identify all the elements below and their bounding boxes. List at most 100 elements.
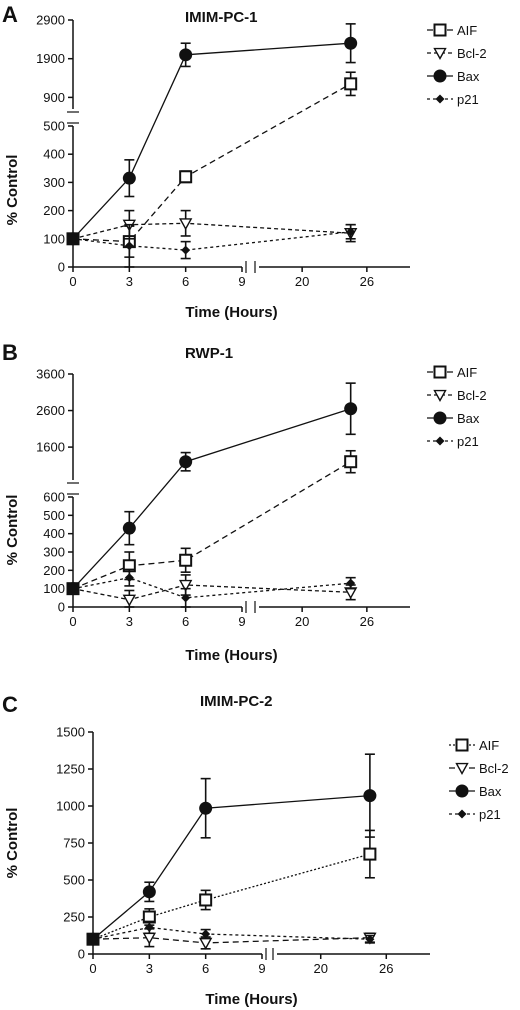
legend-marker <box>433 365 447 379</box>
y-tick-label: 200 <box>43 563 65 578</box>
legend-label: AIF <box>479 738 499 753</box>
x-tick-label: 20 <box>295 274 309 289</box>
y-tick-label: 300 <box>43 175 65 190</box>
legend-label: Bax <box>457 411 480 426</box>
x-tick-label: 20 <box>295 614 309 629</box>
y-tick-label: 2600 <box>36 403 65 418</box>
legend-label: p21 <box>457 92 479 107</box>
data-point <box>88 934 98 944</box>
y-tick-label: 500 <box>63 873 85 888</box>
series-p21 <box>68 568 356 608</box>
y-tick-label: 100 <box>43 581 65 596</box>
series-line <box>92 937 370 944</box>
legend-marker <box>435 94 445 104</box>
legend-entry: p21 <box>427 434 479 449</box>
y-tick-label: 1900 <box>36 51 65 66</box>
legend-marker <box>433 47 447 60</box>
y-tick-label: 1600 <box>36 440 65 455</box>
series-p21 <box>68 223 356 268</box>
chart-panel-b: B RWP-1 0 3 6 9 20 26 Time (Hours) 0 100 200 300 400 5… <box>2 340 487 664</box>
data-point <box>142 885 156 899</box>
x-tick-label: 3 <box>146 961 153 976</box>
series-aif <box>66 449 358 596</box>
x-axis-title: Time (Hours) <box>185 647 277 664</box>
data-point <box>179 553 193 567</box>
y-tick-label: 600 <box>43 490 65 505</box>
y-tick-label: 400 <box>43 147 65 162</box>
data-point <box>198 937 213 950</box>
x-tick-label: 9 <box>238 614 245 629</box>
legend-label: AIF <box>457 23 477 38</box>
data-point <box>68 584 78 594</box>
data-point <box>179 170 193 184</box>
panel-letter: A <box>2 2 18 27</box>
y-tick-label: 1250 <box>56 762 85 777</box>
legend-label: p21 <box>479 807 501 822</box>
data-point <box>178 218 193 231</box>
legend-marker <box>457 809 467 819</box>
series-bcl-2 <box>66 209 358 246</box>
data-point <box>124 573 134 583</box>
y-tick-label: 100 <box>43 231 65 246</box>
series-line <box>92 853 371 940</box>
y-tick-label: 3600 <box>36 367 65 382</box>
x-tick-label: 3 <box>126 274 133 289</box>
y-tick-label: 2900 <box>36 13 65 28</box>
data-point <box>346 578 356 588</box>
legend-label: Bcl-2 <box>479 761 509 776</box>
data-point <box>365 934 375 944</box>
series-p21 <box>88 920 375 944</box>
series-line <box>92 926 370 940</box>
data-point <box>122 594 137 607</box>
chart-title: IMIM-PC-2 <box>200 693 273 710</box>
x-tick-label: 26 <box>360 614 374 629</box>
legend-label: Bcl-2 <box>457 388 487 403</box>
series-line <box>92 794 370 940</box>
legend-marker <box>455 738 469 752</box>
x-axis-title: Time (Hours) <box>205 991 297 1008</box>
x-tick-label: 0 <box>89 961 96 976</box>
data-point <box>344 402 358 416</box>
y-tick-label: 1500 <box>56 725 85 740</box>
chart-title: RWP-1 <box>185 345 233 362</box>
legend-marker <box>433 23 447 37</box>
x-tick-label: 9 <box>258 961 265 976</box>
data-point <box>181 593 191 603</box>
legend-entry: Bcl-2 <box>449 761 509 776</box>
data-point <box>179 48 193 62</box>
data-point <box>178 579 193 592</box>
x-tick-label: 20 <box>313 961 327 976</box>
y-tick-label: 250 <box>63 910 85 925</box>
legend-entry: p21 <box>449 807 501 822</box>
legend-entry: AIF <box>427 23 477 38</box>
legend-entry: p21 <box>427 92 479 107</box>
x-tick-label: 9 <box>238 274 245 289</box>
y-tick-label: 500 <box>43 119 65 134</box>
y-tick-label: 0 <box>58 260 65 275</box>
data-point <box>68 234 78 244</box>
data-point <box>124 241 134 251</box>
y-tick-label: 300 <box>43 545 65 560</box>
series-bax <box>86 753 377 946</box>
chart-panel-c: C IMIM-PC-2 0 3 6 9 20 26 Time (Hours) 0 250 500 750… <box>2 692 509 1008</box>
data-point <box>346 227 356 237</box>
legend-marker <box>433 411 447 425</box>
data-point <box>344 455 358 469</box>
x-axis-title: Time (Hours) <box>185 304 277 321</box>
y-tick-label: 900 <box>43 90 65 105</box>
x-tick-label: 6 <box>182 614 189 629</box>
y-tick-label: 500 <box>43 508 65 523</box>
legend-marker <box>433 389 447 402</box>
x-tick-label: 26 <box>360 274 374 289</box>
y-tick-label: 200 <box>43 203 65 218</box>
series-line <box>72 577 351 599</box>
y-tick-label: 0 <box>78 947 85 962</box>
legend-entry: Bax <box>449 784 502 799</box>
data-point <box>199 893 213 907</box>
legend-entry: Bcl-2 <box>427 388 487 403</box>
legend-marker <box>455 784 469 798</box>
legend-entry: Bax <box>427 69 480 84</box>
legend-entry: AIF <box>449 738 499 753</box>
data-point <box>181 245 191 255</box>
